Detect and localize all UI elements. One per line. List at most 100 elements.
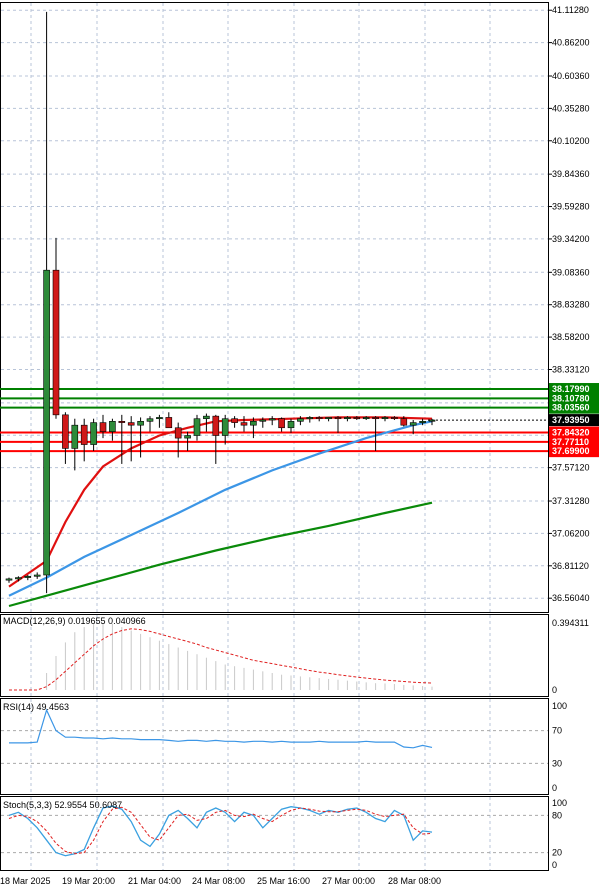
- price-tick-label: 39.34200: [552, 234, 590, 244]
- candle-body: [391, 417, 398, 420]
- stoch-tick-label: 0: [552, 860, 557, 870]
- candle-body: [409, 422, 417, 426]
- price-tick-label: 40.35280: [552, 103, 590, 113]
- candle-body: [240, 422, 248, 426]
- level-tag: [549, 401, 599, 414]
- stoch-tick-label: 100: [552, 798, 567, 808]
- candle-body: [174, 427, 182, 439]
- macd-signal-line: [9, 628, 433, 691]
- level-tag-label: 37.69900: [552, 446, 590, 456]
- price-tick-label: 38.83280: [552, 300, 590, 310]
- level-tag-label: 38.03560: [552, 403, 590, 413]
- candle-body: [165, 417, 173, 429]
- candle-body: [43, 269, 50, 576]
- price-tick-label: 41.11280: [552, 5, 589, 15]
- stoch-tick-label: 80: [552, 810, 562, 820]
- candle-body: [315, 417, 323, 420]
- candle-body: [90, 422, 97, 445]
- price-tick-label: 37.57120: [552, 463, 590, 473]
- price-tick-label: 37.06200: [552, 528, 590, 538]
- candle-body: [5, 578, 13, 581]
- candle-body: [62, 414, 69, 449]
- candle-body: [334, 417, 342, 420]
- rsi-tick-label: 30: [552, 758, 562, 768]
- price-tick-label: 38.33120: [552, 364, 590, 374]
- candle-body: [24, 575, 32, 578]
- current-price-label: 37.93950: [552, 415, 590, 425]
- price-tick-label: 36.81120: [552, 561, 589, 571]
- candle-body: [80, 424, 88, 445]
- candle-body: [250, 421, 257, 426]
- main-panel: [0, 2, 549, 613]
- candle-body: [203, 415, 210, 420]
- price-tick-label: 37.31280: [552, 496, 590, 506]
- candle-body: [344, 417, 351, 420]
- level-tag-label: 38.17990: [552, 384, 590, 394]
- candle-body: [231, 418, 238, 423]
- ma-green-series-line: [8, 501, 433, 608]
- macd-tick-label: 0.394311: [552, 618, 589, 628]
- candle-body: [362, 417, 370, 420]
- candle-body: [306, 417, 314, 420]
- rsi-label: RSI(14) 49.4563: [3, 702, 69, 712]
- stoch-tick-label: 20: [552, 848, 562, 858]
- candle-body: [52, 269, 60, 416]
- candle-body: [297, 418, 304, 422]
- time-tick-label: 24 Mar 08:00: [192, 876, 245, 886]
- macd-tick-label: 0: [552, 685, 557, 695]
- rsi-tick-label: 0: [552, 783, 557, 793]
- macd-label: MACD(12,26,9) 0.019655 0.040966: [3, 616, 146, 626]
- candle-body: [71, 424, 79, 449]
- candle-body: [193, 418, 201, 436]
- candle-body: [127, 422, 135, 426]
- candle-body: [118, 421, 126, 423]
- candle-body: [15, 577, 22, 580]
- macd-panel: [0, 614, 549, 697]
- time-tick-label: 25 Mar 16:00: [257, 876, 310, 886]
- time-tick-label: 21 Mar 04:00: [128, 876, 181, 886]
- time-tick-label: 27 Mar 00:00: [322, 876, 375, 886]
- candle-body: [259, 419, 267, 422]
- level-tag-label: 37.77110: [552, 437, 589, 447]
- level-tag: [549, 392, 599, 405]
- candle-body: [353, 417, 361, 420]
- price-tick-label: 40.10200: [552, 136, 590, 146]
- candle-body: [278, 418, 285, 429]
- rsi-tick-label: 70: [552, 726, 562, 736]
- candle-body: [287, 421, 295, 429]
- level-tag: [549, 383, 599, 396]
- stoch-k-line: [8, 805, 433, 857]
- price-tick-label: 39.08360: [552, 267, 590, 277]
- candle-body: [33, 574, 41, 577]
- candle-body: [184, 435, 191, 439]
- time-tick-label: 18 Mar 2025: [0, 876, 51, 886]
- price-tick-label: 36.56040: [552, 593, 590, 603]
- price-tick-label: 40.86200: [552, 38, 590, 48]
- candle-body: [419, 421, 426, 423]
- candle-body: [381, 417, 389, 420]
- ma-blue-series-line: [8, 420, 433, 597]
- level-tag: [549, 426, 599, 439]
- candle-body: [146, 418, 154, 422]
- time-tick-label: 19 Mar 20:00: [62, 876, 115, 886]
- rsi-tick-label: 100: [552, 701, 567, 711]
- candle-body: [137, 421, 144, 426]
- time-tick-label: 28 Mar 08:00: [388, 876, 441, 886]
- candle-body: [400, 418, 408, 426]
- price-tick-label: 39.84360: [552, 169, 590, 179]
- current-price-tag: [549, 414, 599, 427]
- candle-body: [221, 418, 229, 436]
- candle-body: [325, 417, 332, 420]
- candle-body: [99, 422, 107, 432]
- rsi-panel: [0, 698, 549, 795]
- price-tick-label: 39.59280: [552, 202, 590, 212]
- price-tick-label: 38.58200: [552, 332, 590, 342]
- candle-body: [372, 417, 379, 420]
- stoch-d-line: [8, 806, 433, 855]
- stoch-label: Stoch(5,3,3) 52.9554 50.6087: [3, 800, 122, 810]
- candle-body: [156, 417, 163, 420]
- candle-body: [109, 421, 116, 432]
- level-tag: [549, 445, 599, 458]
- candle-body: [212, 415, 220, 436]
